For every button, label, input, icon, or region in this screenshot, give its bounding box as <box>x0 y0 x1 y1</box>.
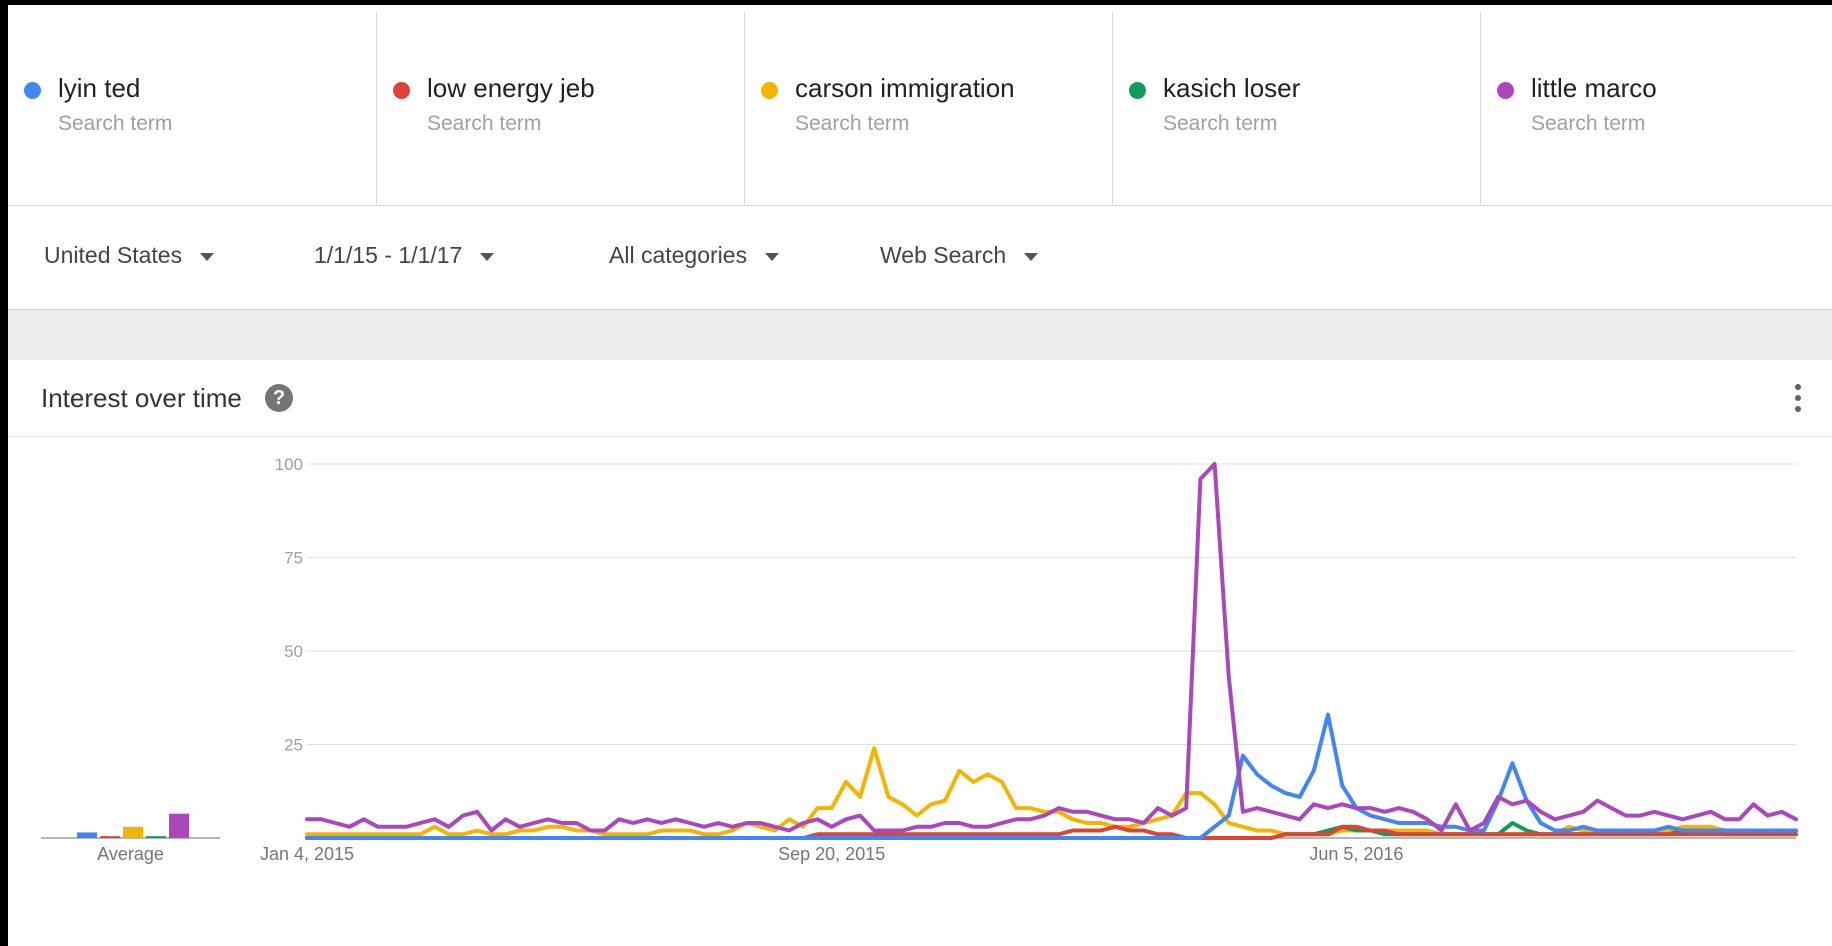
search-term-name: kasich loser <box>1163 73 1301 103</box>
average-bar-kasich-loser <box>146 836 166 838</box>
search-term-type: Search term <box>795 112 910 135</box>
search-term-card-1[interactable]: lyin ted Search term <box>8 11 376 205</box>
average-bar-low-energy-jeb <box>100 836 120 838</box>
trends-page: lyin ted Search term low energy jeb Sear… <box>8 5 1832 946</box>
dropdown-arrow-icon <box>1024 252 1039 261</box>
card-header: Interest over time ? <box>8 360 1832 437</box>
y-tick-label: 75 <box>284 549 303 568</box>
series-color-dot <box>761 82 778 99</box>
interest-chart: 25 50 75 100 Jan 4, 2015 Sep 20, 2015 Jun 5, 2… <box>41 455 1798 864</box>
region-dropdown[interactable]: United States <box>44 242 215 269</box>
interest-over-time-card: Interest over time ? 25 50 75 100 Jan 4, 201… <box>8 360 1832 946</box>
search-term-name: low energy jeb <box>427 73 595 103</box>
category-dropdown[interactable]: All categories <box>609 242 780 269</box>
series-line-lyin-ted <box>305 712 1798 840</box>
series-line-little-marco <box>305 462 1798 833</box>
search-term-type: Search term <box>427 112 542 135</box>
search-type-label: Web Search <box>880 242 1007 268</box>
series-color-dot <box>1497 82 1514 99</box>
average-bar-lyin-ted <box>77 832 97 838</box>
average-label: Average <box>97 844 164 864</box>
search-term-card-3[interactable]: carson immigration Search term <box>744 11 1113 205</box>
x-tick-label: Sep 20, 2015 <box>778 844 885 864</box>
section-divider <box>8 310 1832 360</box>
filter-bar: United States 1/1/15 - 1/1/17 All catego… <box>8 206 1832 310</box>
y-tick-label: 50 <box>284 642 303 661</box>
search-term-name: little marco <box>1531 73 1657 103</box>
search-terms-bar: lyin ted Search term low energy jeb Sear… <box>8 11 1832 206</box>
search-term-card-5[interactable]: little marco Search term <box>1480 11 1832 205</box>
search-term-type: Search term <box>1531 112 1646 135</box>
x-tick-label: Jan 4, 2015 <box>260 844 354 864</box>
card-title: Interest over time <box>41 383 242 413</box>
dropdown-arrow-icon <box>480 252 495 261</box>
search-term-type: Search term <box>1163 112 1278 135</box>
average-bar-little-marco <box>169 813 189 838</box>
search-type-dropdown[interactable]: Web Search <box>880 242 1039 269</box>
date-range-label: 1/1/15 - 1/1/17 <box>314 242 463 268</box>
region-label: United States <box>44 242 183 268</box>
y-tick-label: 25 <box>284 736 303 755</box>
date-range-dropdown[interactable]: 1/1/15 - 1/1/17 <box>314 242 495 269</box>
more-vert-icon[interactable] <box>1788 380 1808 416</box>
search-term-name: carson immigration <box>795 73 1015 103</box>
question-icon[interactable]: ? <box>265 384 293 412</box>
search-term-card-4[interactable]: kasich loser Search term <box>1112 11 1481 205</box>
average-bar-carson-immigration <box>123 826 143 838</box>
y-tick-label: 100 <box>275 455 303 474</box>
series-line-carson-immigration <box>305 746 1798 837</box>
search-term-card-2[interactable]: low energy jeb Search term <box>376 11 745 205</box>
dropdown-arrow-icon <box>200 252 215 261</box>
dropdown-arrow-icon <box>765 252 780 261</box>
category-label: All categories <box>609 242 748 268</box>
search-term-type: Search term <box>58 112 173 135</box>
series-color-dot <box>393 82 410 99</box>
search-term-name: lyin ted <box>58 73 141 103</box>
series-color-dot <box>1129 82 1146 99</box>
x-tick-label: Jun 5, 2016 <box>1309 844 1403 864</box>
series-color-dot <box>24 82 41 99</box>
